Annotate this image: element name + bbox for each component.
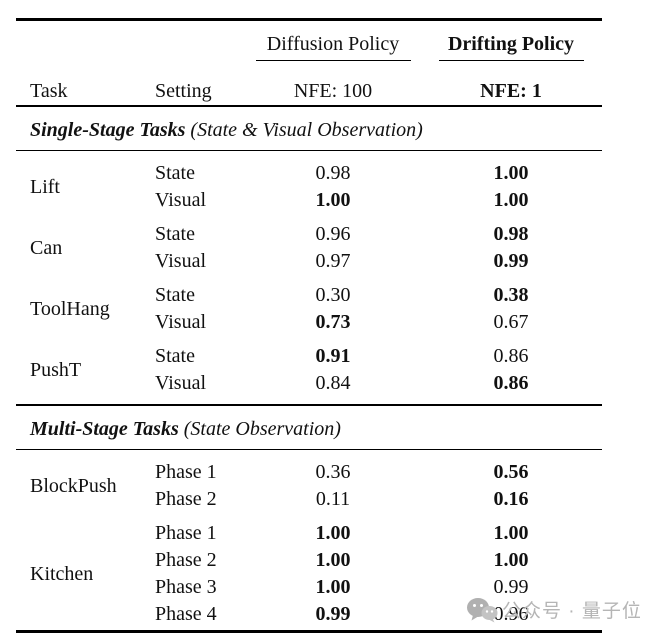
results-table: Diffusion Policy Drifting Policy Task Se… — [16, 21, 602, 630]
section-title: Multi-Stage Tasks — [30, 418, 179, 440]
table-bottom-rule — [16, 630, 602, 633]
drifting-policy-value: 0.86 — [493, 372, 529, 394]
table-row: Visual 0.84 0.86 — [141, 370, 602, 397]
task-name: Can — [30, 236, 63, 259]
setting-label: State — [155, 162, 195, 184]
setting-label: State — [155, 223, 195, 245]
task-name: Kitchen — [30, 562, 94, 585]
diffusion-policy-value: 0.98 — [315, 162, 351, 184]
drifting-policy-value: 0.98 — [493, 223, 529, 245]
table-row: Phase 4 0.99 0.96 — [141, 601, 602, 628]
setting-label: Visual — [155, 372, 207, 394]
column-header-task: Task — [30, 80, 68, 102]
task-group-pusht: PushT State 0.91 0.86 Visual 0.84 0.86 — [16, 343, 602, 397]
column-group-row: Diffusion Policy Drifting Policy — [16, 32, 602, 73]
section-subtitle: (State Observation) — [183, 418, 341, 440]
diffusion-policy-value: 1.00 — [315, 189, 351, 211]
setting-label: Phase 1 — [155, 461, 217, 483]
task-group-can: Can State 0.96 0.98 Visual 0.97 0.99 — [16, 221, 602, 275]
diffusion-policy-value: 0.97 — [315, 250, 351, 272]
cmidrule-drifting — [438, 60, 584, 61]
drifting-policy-value: 0.86 — [493, 345, 529, 367]
table-row: State 0.91 0.86 — [141, 343, 602, 370]
table-row: Phase 2 1.00 1.00 — [141, 547, 602, 574]
setting-label: Visual — [155, 189, 207, 211]
wechat-bubbles-icon — [467, 597, 498, 622]
table-header: Diffusion Policy Drifting Policy Task Se… — [16, 21, 602, 107]
diffusion-policy-value: 1.00 — [315, 549, 351, 571]
task-group-kitchen: Kitchen Phase 1 1.00 1.00 Phase 2 1.00 1… — [16, 520, 602, 628]
task-group-blockpush: BlockPush Phase 1 0.36 0.56 Phase 2 0.11… — [16, 459, 602, 513]
setting-label: Phase 1 — [155, 522, 217, 544]
section-header-single-stage: Single-Stage Tasks (State & Visual Observ… — [16, 107, 602, 151]
column-header-row: Task Setting NFE: 100 NFE: 1 — [16, 73, 602, 105]
task-name: BlockPush — [30, 474, 117, 497]
watermark: 公众号 · 量子位 — [466, 596, 642, 623]
diffusion-policy-label: Diffusion Policy — [266, 33, 400, 55]
section-title: Single-Stage Tasks — [30, 119, 186, 141]
drifting-policy-value: 1.00 — [493, 162, 529, 184]
drifting-policy-value: 1.00 — [493, 522, 529, 544]
table-row: Visual 0.97 0.99 — [141, 248, 602, 275]
drifting-policy-value: 1.00 — [493, 189, 529, 211]
task-group-toolhang: ToolHang State 0.30 0.38 Visual 0.73 0.6… — [16, 282, 602, 336]
table-row: Phase 3 1.00 0.99 — [141, 574, 602, 601]
table-row: Phase 1 1.00 1.00 — [141, 520, 602, 547]
table-top-rule — [16, 18, 602, 21]
header-spacer — [16, 32, 246, 73]
drifting-policy-value: 0.38 — [493, 284, 529, 306]
task-group-lift: Lift State 0.98 1.00 Visual 1.00 1.00 — [16, 160, 602, 214]
drifting-policy-value: 0.56 — [493, 461, 529, 483]
diffusion-policy-value: 0.11 — [315, 488, 351, 510]
task-name: PushT — [30, 358, 82, 381]
diffusion-policy-value: 0.99 — [315, 603, 351, 625]
column-header-setting: Setting — [155, 80, 212, 102]
diffusion-policy-value: 1.00 — [315, 576, 351, 598]
table-row: Visual 1.00 1.00 — [141, 187, 602, 214]
table-row: State 0.98 1.00 — [141, 160, 602, 187]
diffusion-policy-value: 0.36 — [315, 461, 351, 483]
task-name: ToolHang — [30, 297, 110, 320]
column-header-nfe-1: NFE: 1 — [480, 80, 542, 102]
setting-label: State — [155, 284, 195, 306]
drifting-policy-label: Drifting Policy — [447, 33, 575, 55]
section-header-multi-stage: Multi-Stage Tasks (State Observation) — [16, 406, 602, 450]
table-row: Phase 2 0.11 0.16 — [141, 486, 602, 513]
drifting-policy-value: 0.99 — [493, 250, 529, 272]
table-row: State 0.30 0.38 — [141, 282, 602, 309]
drifting-policy-value: 0.16 — [493, 488, 529, 510]
diffusion-policy-value: 0.84 — [315, 372, 351, 394]
column-group-diffusion-policy: Diffusion Policy — [246, 32, 420, 73]
column-group-drifting-policy: Drifting Policy — [420, 32, 602, 73]
diffusion-policy-value: 1.00 — [315, 522, 351, 544]
setting-label: Phase 2 — [155, 488, 217, 510]
setting-label: Visual — [155, 250, 207, 272]
table-row: Phase 1 0.36 0.56 — [141, 459, 602, 486]
table-row: State 0.96 0.98 — [141, 221, 602, 248]
setting-label: Phase 3 — [155, 576, 217, 598]
section-subtitle: (State & Visual Observation) — [190, 119, 423, 141]
cmidrule-diffusion — [255, 60, 411, 61]
drifting-policy-value: 0.96 — [493, 603, 529, 625]
setting-label: Phase 4 — [155, 603, 217, 625]
drifting-policy-value: 0.99 — [493, 576, 529, 598]
drifting-policy-value: 0.67 — [493, 311, 529, 333]
diffusion-policy-value: 0.96 — [315, 223, 351, 245]
section-multi-stage-body: BlockPush Phase 1 0.36 0.56 Phase 2 0.11… — [16, 450, 602, 630]
setting-label: State — [155, 345, 195, 367]
column-header-nfe-100: NFE: 100 — [293, 80, 373, 102]
diffusion-policy-value: 0.30 — [315, 284, 351, 306]
setting-label: Visual — [155, 311, 207, 333]
diffusion-policy-value: 0.91 — [315, 345, 351, 367]
drifting-policy-value: 1.00 — [493, 549, 529, 571]
watermark-text: 公众号 · 量子位 — [502, 601, 642, 622]
task-name: Lift — [30, 175, 60, 198]
table-row: Visual 0.73 0.67 — [141, 309, 602, 336]
diffusion-policy-value: 0.73 — [315, 311, 351, 333]
section-single-stage-body: Lift State 0.98 1.00 Visual 1.00 1.00 Ca… — [16, 151, 602, 406]
setting-label: Phase 2 — [155, 549, 217, 571]
